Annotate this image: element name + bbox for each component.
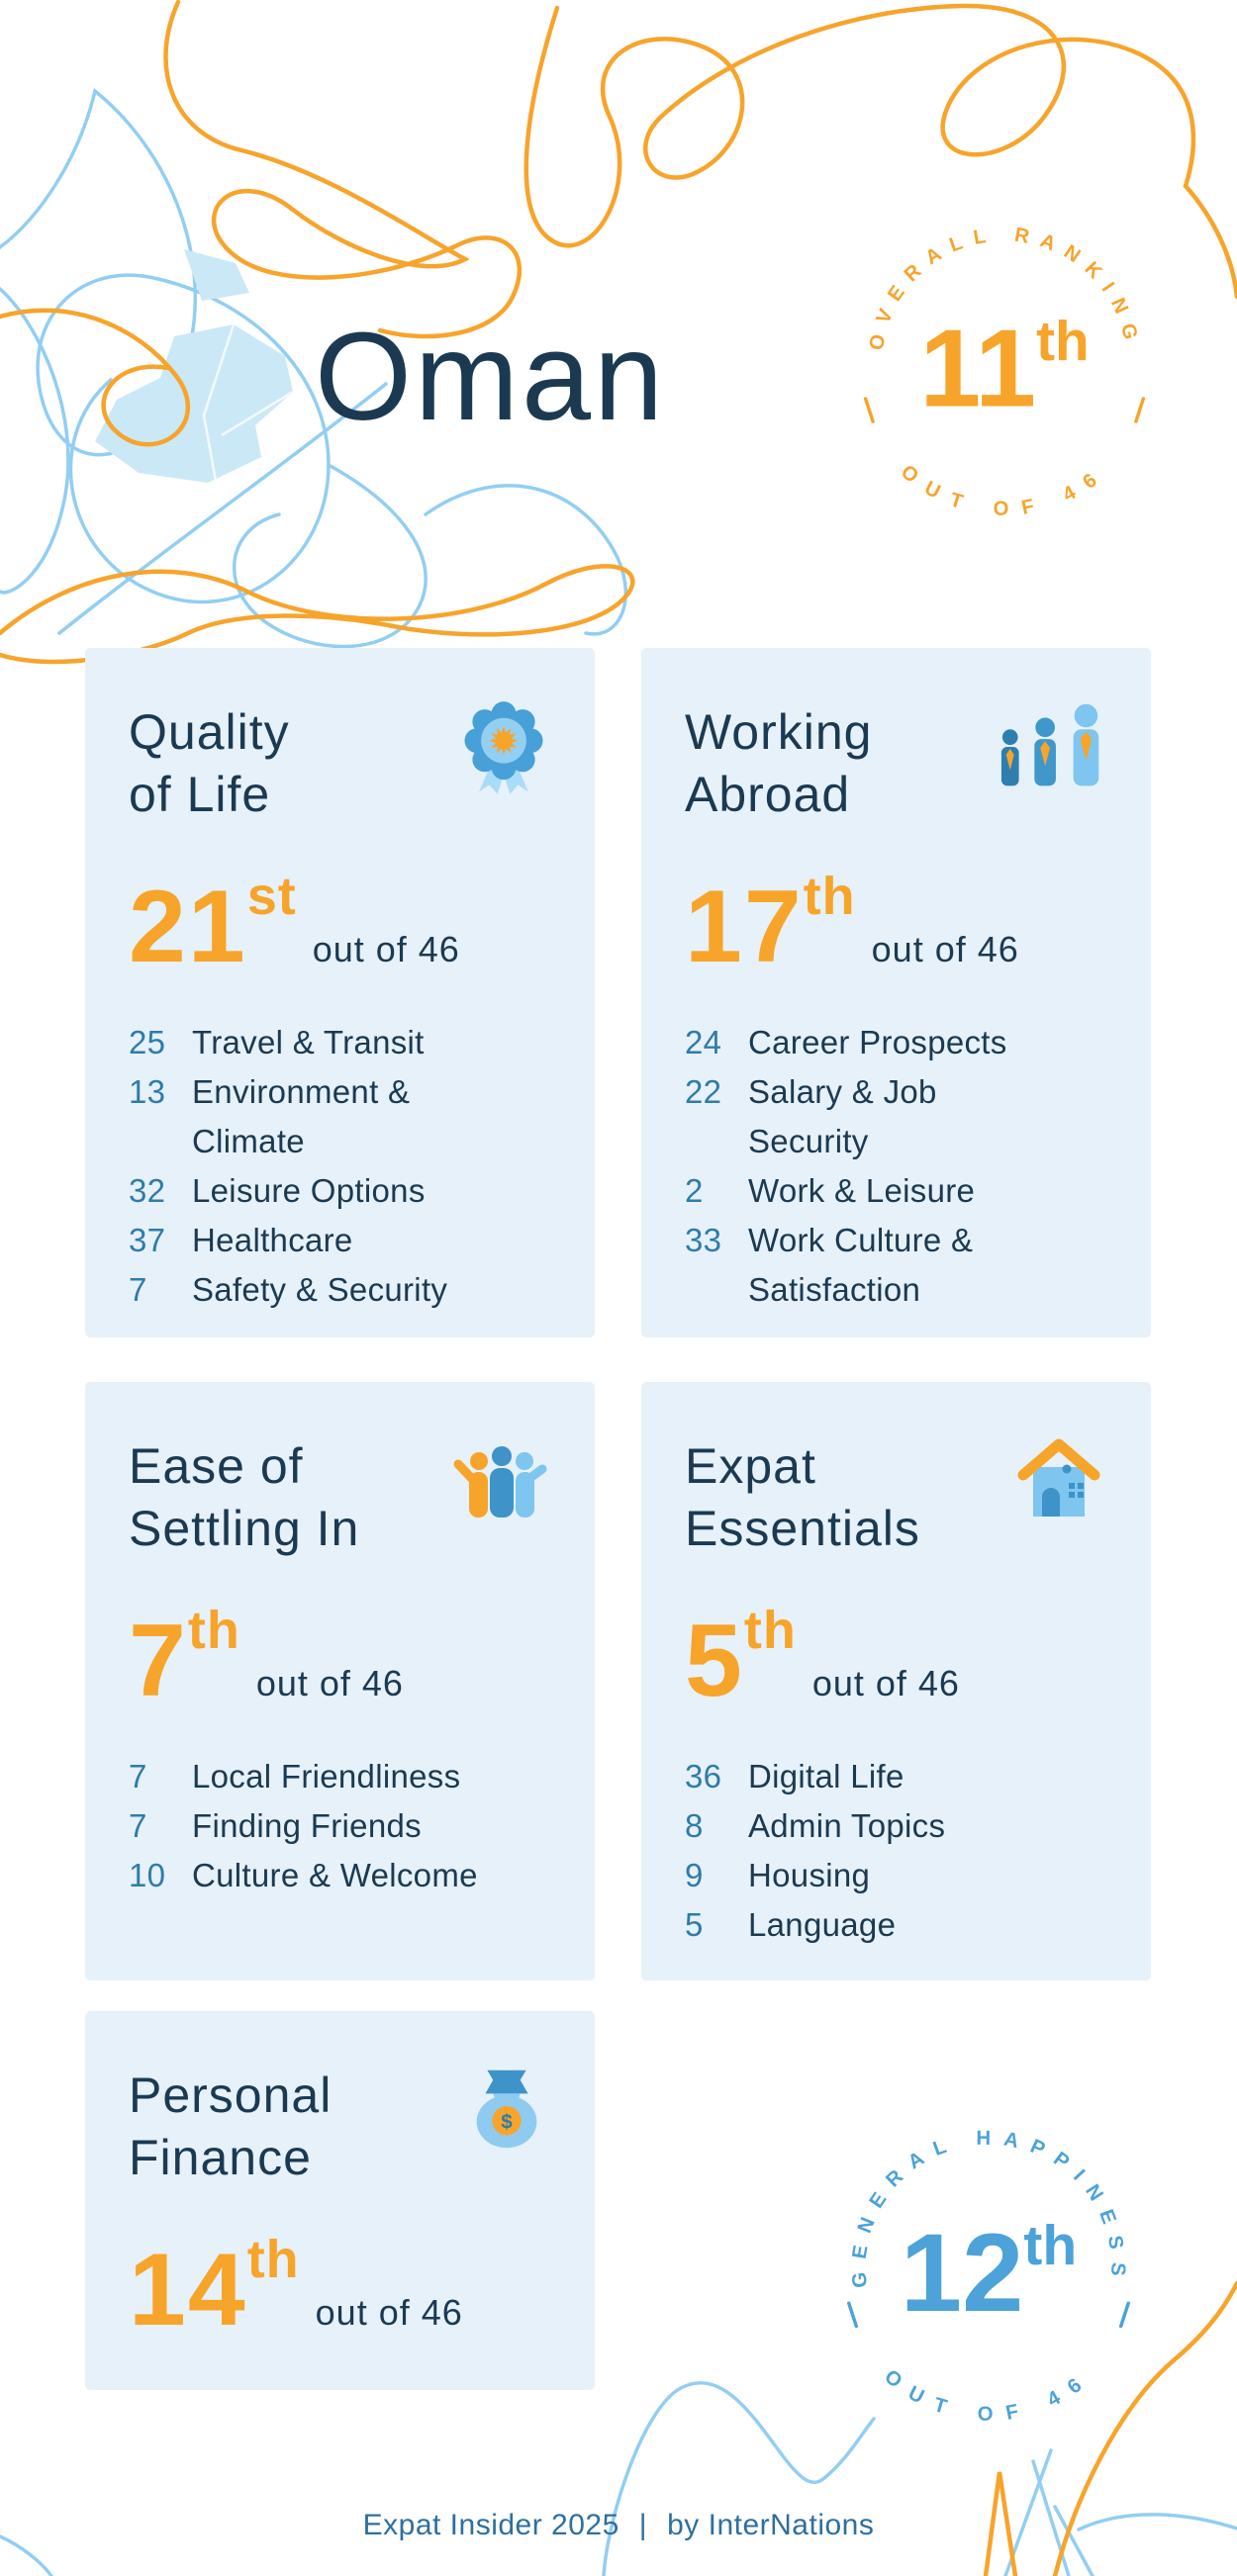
- category-rank: 17thout of 46: [685, 867, 1019, 984]
- badge-dash-right: [1134, 397, 1146, 423]
- oman-map-silhouette: [95, 249, 294, 483]
- overall-ranking-badge: OVERALL RANKING OUT OF 46 11th: [863, 225, 1146, 520]
- list-item: 32 Leisure Options: [129, 1172, 426, 1209]
- card-title: Personal Finance: [129, 2068, 333, 2185]
- card-title: Working Abroad: [685, 704, 873, 822]
- list-item: 7 Safety & Security: [129, 1271, 448, 1308]
- list-item: 5 Language: [685, 1906, 897, 1943]
- card-ease-of-settling-in: Ease of Settling In 7thout of 46 7 Local …: [85, 1382, 595, 1980]
- subcategory-list: 7 Local Friendliness 7 Finding Friends 10 C…: [129, 1752, 551, 1900]
- overall-rank-number: 11th: [919, 307, 1089, 430]
- category-rank: 7thout of 46: [129, 1601, 404, 1718]
- footer-product: Expat Insider 2025: [362, 2509, 619, 2541]
- overall-badge-bottom-arc-text: OUT OF 46: [897, 461, 1112, 520]
- dollar-sign-icon: $: [501, 2111, 513, 2134]
- card-title: Expat Essentials: [685, 1438, 920, 1556]
- friends-group-icon: [444, 1431, 555, 1535]
- house-icon: [1006, 1431, 1111, 1535]
- footer-byline: by InterNations: [667, 2509, 875, 2541]
- card-personal-finance: Personal Finance $ 14thout of 46: [85, 2011, 595, 2390]
- list-item: 22 Salary & Job Security: [685, 1073, 937, 1159]
- category-rank: 21stout of 46: [129, 867, 460, 984]
- page-title: Oman: [315, 307, 667, 446]
- list-item: 24 Career Prospects: [685, 1024, 1007, 1060]
- subcategory-list: 25 Travel & Transit 13 Environment & Clima…: [129, 1018, 551, 1315]
- list-item: 33 Work Culture & Satisfaction: [685, 1222, 974, 1308]
- list-item: 13 Environment & Climate: [129, 1073, 411, 1159]
- happiness-rank-number: 12th: [901, 2211, 1077, 2335]
- medal-rosette-icon: [452, 697, 555, 805]
- list-item: 8 Admin Topics: [685, 1807, 946, 1844]
- card-title: Quality of Life: [129, 704, 290, 822]
- list-item: 7 Local Friendliness: [129, 1758, 461, 1794]
- happiness-badge-bottom-arc-text: OUT OF 46: [880, 2366, 1096, 2426]
- list-item: 9 Housing: [685, 1857, 871, 1893]
- list-item: 36 Digital Life: [685, 1758, 904, 1794]
- list-item: 2 Work & Leisure: [685, 1172, 976, 1209]
- card-expat-essentials: Expat Essentials 5thout of 46 36 Digital …: [641, 1382, 1151, 1980]
- category-rank: 5thout of 46: [685, 1601, 960, 1718]
- list-item: 25 Travel & Transit: [129, 1024, 425, 1060]
- badge-dash-left: [847, 2301, 859, 2329]
- card-title: Ease of Settling In: [129, 1438, 360, 1556]
- general-happiness-badge: GENERAL HAPPINESS OUT OF 46 12th: [847, 2128, 1130, 2426]
- subcategory-list: 24 Career Prospects 22 Salary & Job Securi…: [685, 1018, 1107, 1315]
- footer: Expat Insider 2025 | by InterNations: [0, 2509, 1237, 2542]
- footer-separator: |: [638, 2509, 648, 2541]
- card-quality-of-life: Quality of Life 21stout of 46 25 Travel &…: [85, 648, 595, 1337]
- badge-dash-right: [1118, 2301, 1130, 2329]
- list-item: 10 Culture & Welcome: [129, 1857, 478, 1893]
- badge-dash-left: [863, 397, 875, 423]
- category-rank: 14thout of 46: [129, 2230, 463, 2347]
- list-item: 37 Healthcare: [129, 1222, 353, 1258]
- businesspeople-growth-icon: [995, 697, 1111, 801]
- money-bag-icon: $: [458, 2061, 555, 2162]
- list-item: 7 Finding Friends: [129, 1807, 422, 1844]
- card-working-abroad: Working Abroad 17thout of 46 24 Career Pr…: [641, 648, 1151, 1337]
